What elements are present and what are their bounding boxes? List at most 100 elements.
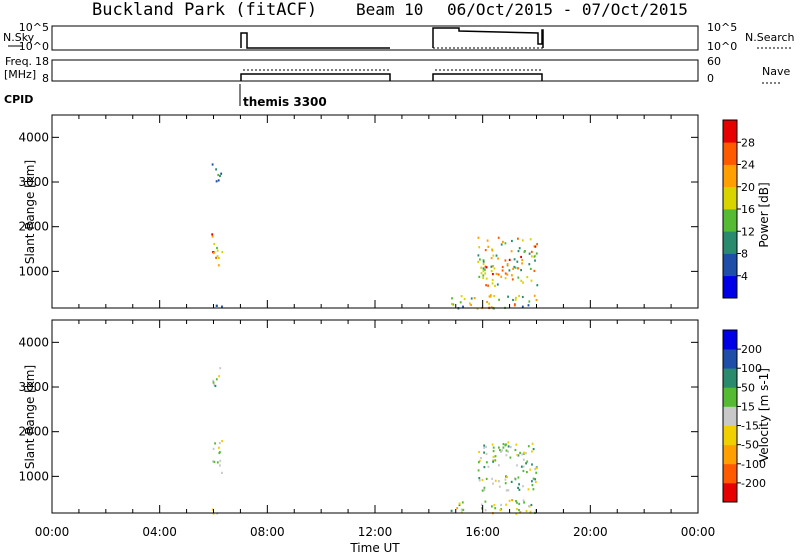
radar-return-cell [212, 512, 215, 515]
radar-return-cell [490, 257, 493, 260]
radar-return-cell [511, 499, 513, 502]
colorbar-tick-label: -200 [741, 477, 766, 490]
radar-return-cell [498, 464, 500, 467]
radar-return-cell [484, 268, 486, 271]
radar-return-cell [486, 239, 489, 242]
radar-return-cell [509, 456, 512, 459]
radar-return-cell [456, 507, 459, 510]
radar-return-cell [492, 455, 495, 458]
radar-return-cell [513, 258, 516, 261]
radar-return-cell [216, 249, 219, 252]
colorbar-segment [723, 349, 737, 369]
radar-return-cell [521, 258, 524, 262]
radar-return-cell [531, 480, 533, 483]
freq-line-2 [432, 73, 543, 81]
radar-return-cell [514, 448, 517, 452]
freq-tick-top: 18 [35, 55, 49, 68]
radar-return-cell [485, 284, 487, 287]
radar-return-cell [506, 476, 508, 479]
radar-return-cell [478, 461, 480, 464]
radar-return-cell [493, 504, 496, 507]
radar-return-cell [492, 460, 494, 463]
radar-return-cell [497, 273, 500, 276]
power-axes: 1000 2000 3000 4000 [18, 115, 699, 308]
radar-return-cell [518, 488, 521, 491]
colorbar-segment [723, 186, 737, 210]
radar-return-cell [514, 298, 517, 301]
radar-return-cell [484, 265, 487, 268]
y-tick-label: 1000 [18, 264, 49, 278]
radar-return-cell [478, 246, 481, 249]
radar-return-cell [507, 489, 510, 492]
radar-return-cell [533, 255, 536, 258]
radar-return-cell [521, 305, 524, 308]
radar-return-cell [487, 465, 490, 468]
radar-return-cell [514, 303, 516, 306]
radar-return-cell [498, 446, 500, 449]
radar-return-cell [470, 303, 472, 306]
radar-return-cell [482, 259, 485, 262]
radar-return-cell [504, 478, 507, 481]
radar-return-cell [513, 265, 516, 269]
radar-return-cell [494, 479, 497, 482]
nsky-line-2 [432, 27, 544, 48]
radar-return-cell [527, 445, 530, 448]
radar-return-cell [502, 240, 504, 243]
radar-return-cell [533, 269, 536, 272]
radar-return-cell [497, 257, 499, 260]
radar-return-cell [525, 462, 527, 465]
radar-return-cell [500, 450, 502, 453]
radar-return-cell [477, 254, 480, 257]
radar-return-cell [523, 250, 526, 253]
radar-return-cell [519, 511, 522, 514]
radar-return-cell [218, 442, 221, 445]
colorbar-tick-label: 20 [741, 181, 755, 194]
radar-return-cell [483, 489, 486, 492]
colorbar-tick-label: 50 [741, 381, 755, 394]
radar-return-cell [484, 509, 487, 512]
nsky-line [240, 32, 390, 49]
radar-return-cell [502, 443, 505, 446]
radar-return-cell [485, 277, 488, 280]
radar-return-cell [536, 243, 538, 246]
radar-return-cell [483, 446, 486, 449]
radar-return-cell [522, 469, 525, 473]
radar-return-cell [218, 451, 221, 455]
radar-return-cell [515, 500, 517, 503]
radar-return-cell [215, 180, 218, 183]
radar-return-cell [523, 501, 525, 504]
radar-return-cell [500, 243, 503, 246]
velocity-axes: 1000 2000 3000 4000 [18, 320, 699, 513]
radar-return-cell [514, 478, 517, 481]
radar-return-cell [217, 179, 220, 182]
radar-return-cell [491, 505, 493, 508]
radar-return-cell [494, 459, 497, 462]
radar-return-cell [491, 278, 494, 281]
date-range-title: 06/Oct/2015 - 07/Oct/2015 [447, 0, 688, 19]
colorbar-tick-label: 16 [741, 203, 755, 216]
radar-return-cell [522, 499, 525, 502]
radar-return-cell [492, 254, 495, 257]
radar-return-cell [516, 260, 519, 263]
radar-return-cell [520, 465, 523, 468]
radar-return-cell [500, 275, 503, 278]
radar-return-cell [461, 511, 463, 514]
colorbar-segment [723, 444, 737, 465]
colorbar-tick-label: 15 [741, 400, 755, 413]
radar-return-cell [531, 255, 533, 258]
radar-return-cell [512, 267, 514, 270]
radar-return-cell [484, 272, 487, 275]
colorbar-tick-label: -100 [741, 458, 766, 471]
radar-return-cell [525, 509, 528, 513]
nsky-panel: N.Sky 10^5 10^0 10^5 10^0 N.Search [3, 21, 795, 53]
y-tick-label: 3000 [18, 380, 49, 394]
freq-label: Freq. [5, 55, 32, 68]
colorbar-segment [723, 120, 737, 143]
radar-return-cell [460, 508, 463, 511]
radar-return-cell [530, 503, 533, 507]
colorbar-segment [723, 164, 737, 188]
radar-return-cell [216, 255, 219, 258]
colorbar-tick-label: 8 [741, 248, 748, 261]
colorbar-segment [723, 406, 737, 426]
